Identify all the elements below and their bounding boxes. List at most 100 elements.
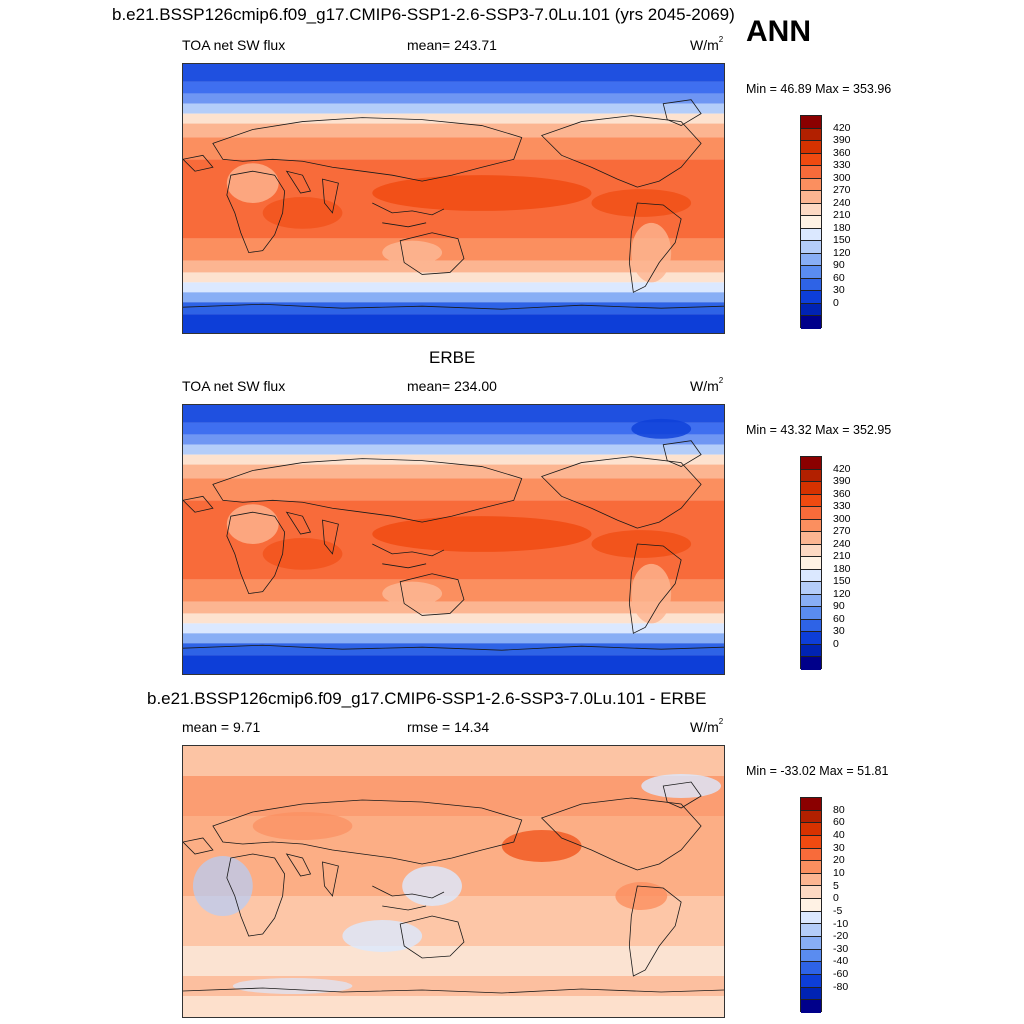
panel3-rmse-label: rmse = 14.34 bbox=[407, 719, 490, 735]
colorbar-swatch bbox=[801, 582, 821, 595]
coastline bbox=[399, 232, 465, 275]
colorbar-tick-label: 300 bbox=[833, 171, 851, 184]
contour-band bbox=[183, 655, 724, 674]
panel2-units-label: W/m2 bbox=[690, 376, 724, 394]
colorbar-swatch bbox=[801, 241, 821, 254]
contour-band bbox=[183, 302, 724, 315]
colorbar-swatch bbox=[801, 1000, 821, 1013]
coastline bbox=[183, 154, 214, 172]
coastline bbox=[226, 170, 286, 254]
contour-band bbox=[183, 238, 724, 261]
colorbar-swatch bbox=[801, 141, 821, 154]
coastline bbox=[662, 440, 702, 467]
colorbar-swatch bbox=[801, 166, 821, 179]
colorbar-tick-label: 420 bbox=[833, 462, 851, 475]
colorbar-swatch bbox=[801, 619, 821, 633]
colorbar-swatch bbox=[801, 823, 821, 836]
panel2-colorbar bbox=[800, 456, 822, 670]
colorbar-tick-label: 420 bbox=[833, 121, 851, 134]
contour-region bbox=[382, 240, 443, 265]
panel3-map bbox=[182, 745, 725, 1018]
colorbar-tick-label: 90 bbox=[833, 600, 845, 613]
coastline bbox=[372, 543, 445, 569]
contour-region bbox=[226, 504, 279, 544]
contour-band bbox=[183, 103, 724, 114]
panel1-minmax: Min = 46.89 Max = 353.96 bbox=[746, 82, 892, 96]
coastline bbox=[628, 202, 682, 293]
colorbar-swatch bbox=[801, 569, 821, 583]
panel2-minmax: Min = 43.32 Max = 352.95 bbox=[746, 423, 892, 437]
contour-band bbox=[183, 579, 724, 602]
panel3-title: b.e21.BSSP126cmip6.f09_g17.CMIP6-SSP1-2.… bbox=[147, 689, 707, 708]
panel1-map bbox=[182, 63, 725, 334]
colorbar-tick-label: 5 bbox=[833, 879, 839, 892]
coastline bbox=[662, 781, 702, 809]
contour-region bbox=[615, 882, 668, 910]
contour-region bbox=[252, 812, 353, 840]
panel3-units-label: W/m2 bbox=[690, 717, 724, 735]
contour-band bbox=[183, 643, 724, 656]
coastline bbox=[372, 885, 445, 911]
colorbar-swatch bbox=[801, 557, 821, 570]
panel2-contour-plot bbox=[183, 405, 724, 674]
colorbar-tick-label: 210 bbox=[833, 209, 851, 222]
contour-band bbox=[183, 746, 724, 776]
contour-band bbox=[183, 123, 724, 138]
panel1-mean-label: mean= 243.71 bbox=[407, 37, 497, 53]
contour-band bbox=[183, 422, 724, 435]
contour-region bbox=[226, 163, 279, 203]
colorbar-swatch bbox=[801, 153, 821, 167]
contour-region bbox=[262, 538, 343, 570]
panel1-title: b.e21.BSSP126cmip6.f09_g17.CMIP6-SSP1-2.… bbox=[112, 5, 735, 24]
contour-region bbox=[372, 175, 592, 211]
colorbar-tick-label: 360 bbox=[833, 146, 851, 159]
contour-band bbox=[183, 314, 724, 333]
coastline bbox=[628, 885, 682, 977]
colorbar-tick-label: 240 bbox=[833, 537, 851, 550]
contour-band bbox=[183, 81, 724, 94]
contour-band bbox=[183, 623, 724, 634]
contour-region bbox=[402, 866, 462, 906]
contour-band bbox=[183, 64, 724, 82]
coastline bbox=[183, 644, 724, 651]
contour-region bbox=[372, 516, 592, 552]
colorbar-tick-label: 180 bbox=[833, 562, 851, 575]
colorbar-tick-label: -60 bbox=[833, 968, 849, 981]
colorbar-swatch bbox=[801, 632, 821, 645]
contour-band bbox=[183, 613, 724, 624]
coastline bbox=[212, 799, 523, 865]
colorbar-tick-label: 0 bbox=[833, 296, 839, 309]
colorbar-swatch bbox=[801, 657, 821, 670]
contour-band bbox=[183, 454, 724, 465]
colorbar-swatch bbox=[801, 519, 821, 533]
colorbar-swatch bbox=[801, 532, 821, 545]
contour-region bbox=[631, 418, 692, 439]
season-label: ANN bbox=[746, 15, 811, 48]
coastline bbox=[285, 511, 339, 555]
contour-region bbox=[631, 563, 672, 624]
colorbar-swatch bbox=[801, 886, 821, 900]
coastline bbox=[399, 915, 465, 959]
colorbar-swatch bbox=[801, 278, 821, 292]
contour-band bbox=[183, 996, 724, 1017]
contour-region bbox=[641, 774, 722, 798]
colorbar-swatch bbox=[801, 316, 821, 329]
colorbar-tick-label: -30 bbox=[833, 942, 849, 955]
contour-band bbox=[183, 444, 724, 455]
colorbar-tick-label: 0 bbox=[833, 892, 839, 905]
colorbar-tick-label: 330 bbox=[833, 159, 851, 172]
coastline bbox=[399, 573, 465, 616]
contour-band bbox=[183, 464, 724, 479]
colorbar-swatch bbox=[801, 835, 821, 849]
contour-band bbox=[183, 776, 724, 816]
colorbar-tick-label: 390 bbox=[833, 475, 851, 488]
coastline bbox=[183, 303, 724, 310]
colorbar-tick-label: 300 bbox=[833, 512, 851, 525]
colorbar-swatch bbox=[801, 128, 821, 142]
colorbar-tick-label: 20 bbox=[833, 854, 845, 867]
colorbar-tick-label: 360 bbox=[833, 487, 851, 500]
colorbar-swatch bbox=[801, 482, 821, 495]
colorbar-tick-label: 150 bbox=[833, 575, 851, 588]
colorbar-tick-label: 40 bbox=[833, 828, 845, 841]
colorbar-swatch bbox=[801, 469, 821, 483]
